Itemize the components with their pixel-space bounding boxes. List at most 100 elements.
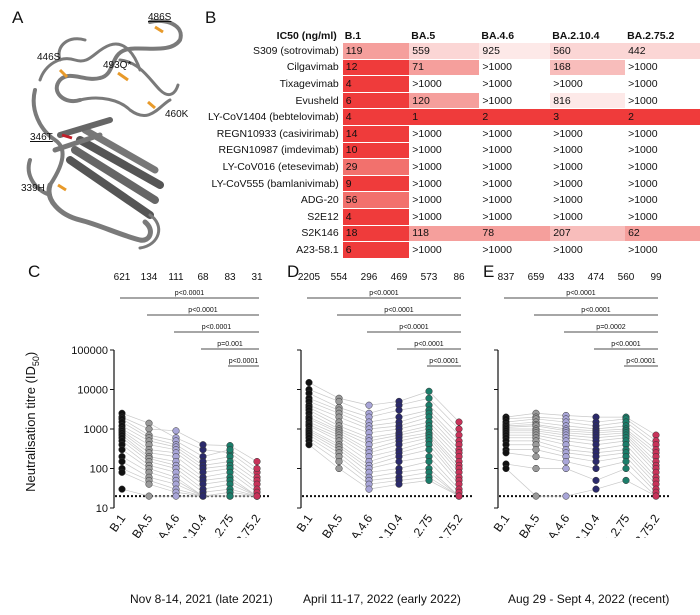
ic50-table-row: S2K146 18 118 78 207 62	[205, 225, 700, 243]
geomean-label: 83	[224, 272, 236, 283]
data-point	[145, 492, 153, 500]
geomean-label: 296	[361, 272, 378, 283]
donor-trajectory-line	[308, 444, 460, 497]
data-point	[226, 446, 234, 454]
ic50-value-cell: 12	[342, 59, 410, 77]
ic50-value-cell: >1000	[479, 158, 551, 176]
geomean-label: 99	[650, 272, 662, 283]
ic50-value-cell: >1000	[550, 208, 626, 226]
antibody-name: LY-CoV016 (etesevimab)	[205, 158, 343, 176]
ic50-value-cell: >1000	[625, 175, 700, 193]
donor-trajectory-line	[308, 393, 460, 436]
donor-trajectory-line	[308, 418, 460, 469]
ic50-value-cell: 207	[550, 225, 626, 243]
donor-trajectory-line	[506, 437, 657, 478]
donor-trajectory-line	[121, 418, 258, 469]
antibody-name: Evusheld	[205, 92, 343, 110]
ic50-value-cell: 168	[550, 59, 626, 77]
ic50-value-cell: 56	[342, 191, 410, 209]
ic50-value-cell: >1000	[625, 59, 700, 77]
y-tick-label: 10	[96, 503, 108, 515]
ic50-value-cell: 2	[625, 108, 700, 126]
data-point	[335, 464, 343, 473]
ic50-table-row: Tixagevimab 4 >1000 >1000 >1000 >1000	[205, 75, 700, 93]
ic50-value-cell: 4	[342, 208, 410, 226]
caption-panel-d: April 11-17, 2022 (early 2022)	[303, 592, 461, 606]
data-point	[172, 427, 180, 435]
donor-trajectory-line	[121, 488, 257, 497]
donor-trajectory-line	[506, 449, 657, 490]
ic50-table-row: S309 (sotrovimab) 119 559 925 560 442	[205, 43, 700, 60]
data-point	[172, 492, 180, 500]
y-tick-label: 100000	[71, 345, 108, 357]
ic50-value-cell: >1000	[409, 125, 480, 143]
data-point	[532, 446, 540, 454]
antibody-name: REGN10933 (casivirimab)	[205, 125, 343, 143]
ic50-value-cell: >1000	[479, 191, 551, 209]
residue-label-460k: 460K	[165, 109, 189, 120]
donor-trajectory-line	[505, 468, 657, 497]
ic50-value-cell: >1000	[409, 158, 480, 176]
ic50-value-cell: 120	[409, 92, 480, 110]
p-value-label: p<0.0001	[369, 290, 398, 297]
ic50-value-cell: >1000	[409, 142, 480, 160]
ic50-value-cell: 118	[409, 225, 480, 243]
residue-label-346t: 346T	[30, 132, 53, 143]
spike-rbd-structure: 486S 446S 493Q* 460K 346T 339H	[21, 12, 189, 250]
panel-letter-e: E	[483, 262, 495, 281]
donor-trajectory-line	[308, 401, 460, 445]
donor-trajectory-line	[308, 430, 460, 490]
antibody-name: REGN10987 (imdevimab)	[205, 142, 343, 160]
x-tick-label: BA.5	[129, 511, 156, 538]
geomean-label: 31	[251, 272, 263, 283]
data-point	[532, 464, 540, 473]
data-point	[532, 492, 540, 500]
caption-panel-e: Aug 29 - Sept 4, 2022 (recent)	[508, 592, 670, 606]
x-tick-label: BA.5	[319, 511, 346, 538]
data-point	[592, 457, 600, 466]
ic50-value-cell: 6	[342, 92, 410, 110]
ic50-value-cell: 78	[479, 225, 551, 243]
donor-trajectory-line	[121, 425, 258, 481]
p-value-label: p=0.001	[217, 341, 243, 348]
donor-trajectory-line	[506, 444, 657, 485]
donor-trajectory-line	[308, 440, 460, 497]
ic50-value-cell: >1000	[550, 125, 626, 143]
x-tick-label: BA.4.6	[150, 511, 182, 538]
data-point	[455, 425, 463, 433]
data-point	[118, 446, 126, 454]
donor-trajectory-line	[308, 382, 460, 423]
donor-trajectory-line	[121, 421, 258, 478]
ic50-value-cell: >1000	[409, 241, 480, 259]
ic50-col-b1: B.1	[344, 29, 362, 42]
ic50-value-cell: >1000	[550, 175, 626, 193]
ic50-value-cell: >1000	[479, 75, 551, 93]
ic50-col-ba5: BA.5	[411, 29, 436, 42]
data-point	[305, 441, 313, 449]
donor-trajectory-line	[506, 440, 657, 481]
ic50-value-cell: 559	[409, 43, 480, 60]
data-point	[592, 476, 600, 484]
ic50-value-cell: 2	[479, 108, 551, 126]
data-point	[455, 492, 463, 500]
panel-letter-d: D	[287, 262, 300, 281]
donor-trajectory-line	[506, 434, 657, 473]
p-value-label: p<0.0001	[229, 358, 258, 365]
data-point	[592, 485, 600, 493]
ic50-value-cell: >1000	[625, 241, 700, 259]
donor-trajectory-line	[308, 421, 460, 473]
ic50-value-cell: >1000	[409, 175, 480, 193]
donor-trajectory-line	[121, 444, 258, 497]
data-point	[253, 457, 261, 466]
ic50-value-cell: 119	[342, 43, 410, 60]
geomean-label: 474	[588, 272, 605, 283]
ic50-value-cell: >1000	[550, 191, 626, 209]
y-tick-label: 100	[90, 464, 108, 476]
data-point	[502, 464, 510, 473]
ic50-table-row: ADG-20 56 >1000 >1000 >1000 >1000	[205, 191, 700, 209]
data-point	[425, 387, 433, 395]
ic50-table-row: Evusheld 6 120 >1000 816 >1000	[205, 92, 700, 110]
ic50-value-cell: >1000	[625, 142, 700, 160]
donor-trajectory-line	[506, 428, 657, 462]
ic50-col-ba46: BA.4.6	[481, 29, 515, 42]
